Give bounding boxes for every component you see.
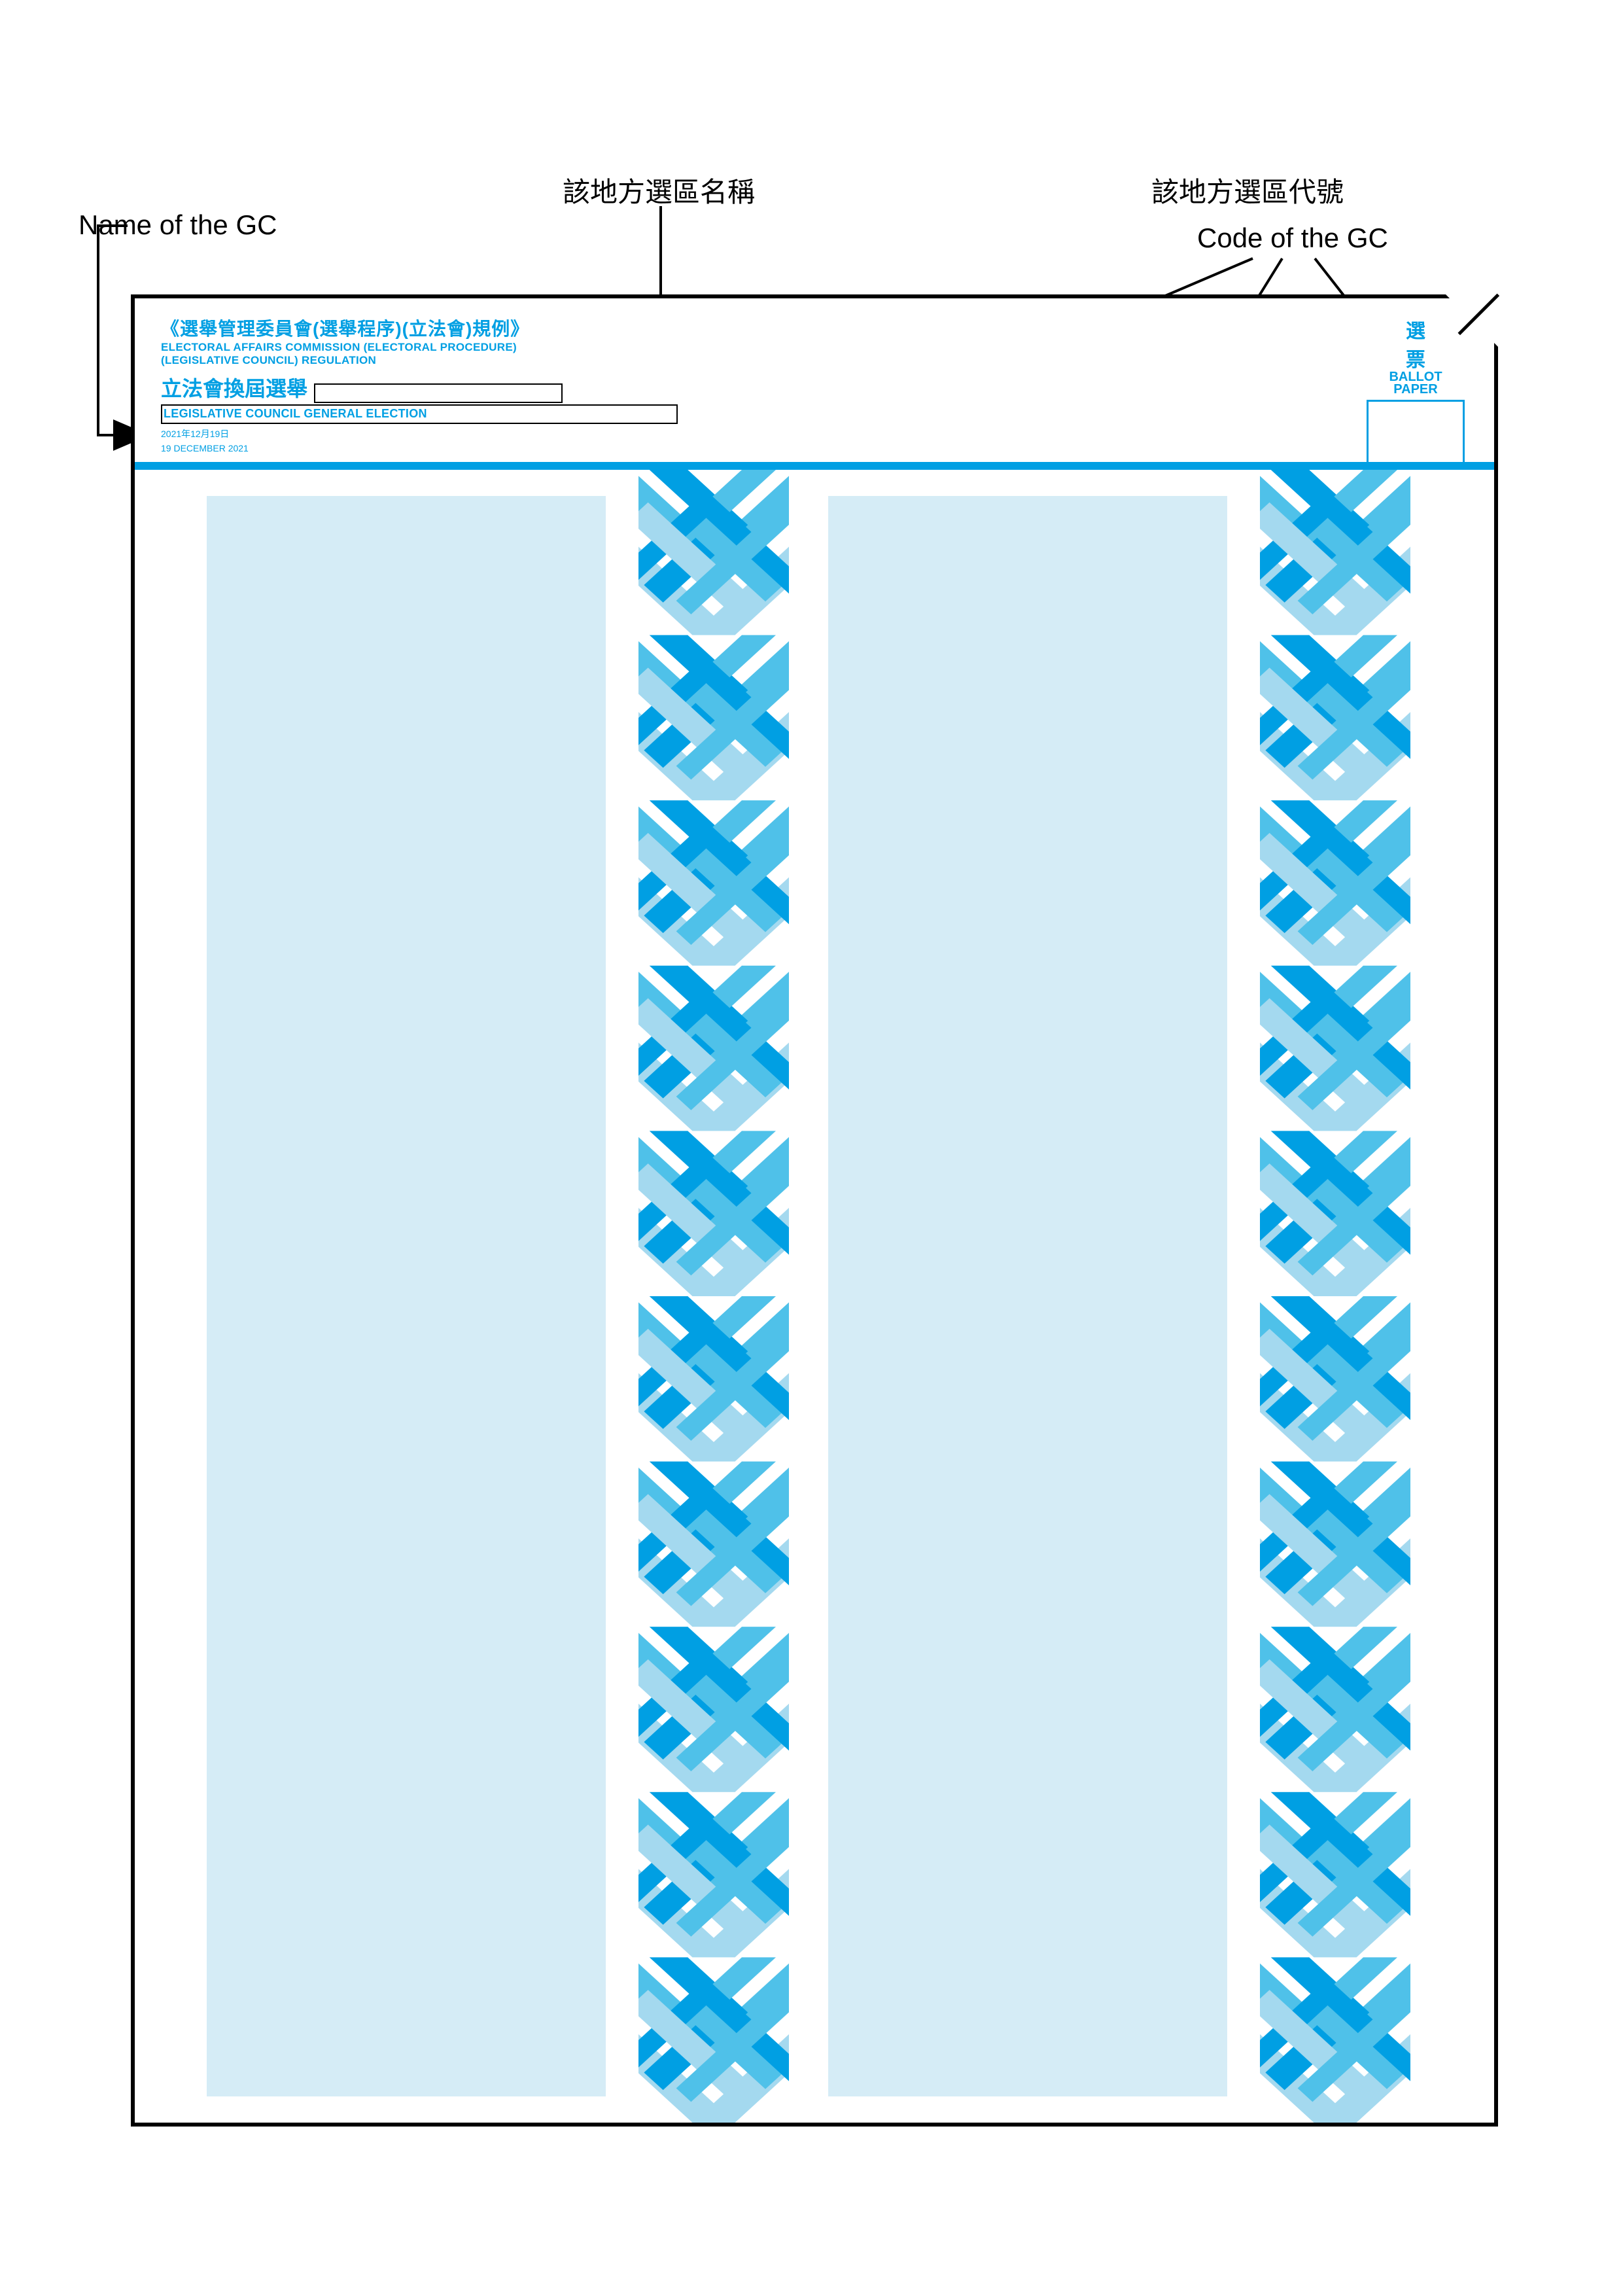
date-en: 19 DECEMBER 2021 [161, 443, 678, 453]
election-zh: 立法會換屆選舉 [161, 372, 307, 402]
candidate-column-2 [828, 496, 1227, 2096]
date-zh: 2021年12月19日 [161, 427, 678, 440]
ballot-paper-label-box: 選票 BALLOT PAPER [1363, 315, 1468, 472]
pattern-column-2 [1260, 470, 1410, 2123]
ballot-paper-title-zh: 選票 [1363, 315, 1468, 372]
ballot-body [135, 470, 1494, 2123]
annotation-name-gc-en: Name of the GC [79, 209, 277, 241]
annotation-gc-code-zh: 該地方選區代號 [1151, 170, 1344, 210]
election-en: LEGISLATIVE COUNCIL GENERAL ELECTION [161, 407, 678, 421]
regulation-zh: 《選舉管理委員會(選舉程序)(立法會)規例》 [161, 315, 678, 341]
ballot-frame: 《選舉管理委員會(選舉程序)(立法會)規例》 ELECTORAL AFFAIRS… [131, 294, 1498, 2127]
annotation-gc-name-zh: 該地方選區名稱 [563, 170, 755, 210]
annotation-code-gc-en: Code of the GC [1197, 222, 1388, 254]
candidate-column-1 [207, 496, 606, 2096]
header-divider [135, 462, 1494, 470]
ballot-paper-title-en-2: PAPER [1363, 382, 1468, 397]
regulation-en-1: ELECTORAL AFFAIRS COMMISSION (ELECTORAL … [161, 341, 678, 354]
gc-name-field [314, 383, 563, 403]
ballot-header: 《選舉管理委員會(選舉程序)(立法會)規例》 ELECTORAL AFFAIRS… [161, 315, 678, 453]
gc-code-field [1367, 400, 1465, 472]
pattern-column-1 [638, 470, 789, 2123]
page-root: Name of the GC 該地方選區名稱 該地方選區代號 Code of t… [0, 0, 1623, 2296]
regulation-en-2: (LEGISLATIVE COUNCIL) REGULATION [161, 354, 678, 367]
